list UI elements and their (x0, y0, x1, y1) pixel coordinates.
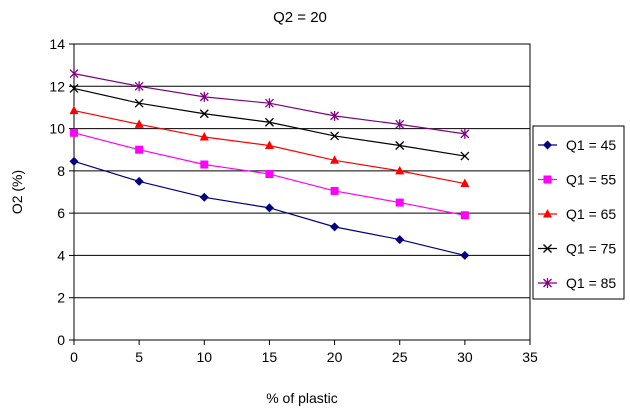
legend-label: Q1 = 85 (566, 275, 616, 291)
legend-marker (543, 209, 552, 218)
legend-item: Q1 = 75 (538, 241, 616, 257)
gridlines (74, 85, 530, 299)
data-point (134, 98, 144, 108)
series-5 (69, 68, 470, 139)
data-point (330, 222, 340, 232)
y-tick-label: 10 (49, 121, 65, 137)
data-point (460, 151, 470, 161)
series-3 (69, 105, 470, 188)
legend-marker (543, 244, 552, 253)
data-point (69, 156, 79, 166)
data-point (264, 140, 274, 149)
y-axis-label: O2 (%) (9, 170, 25, 214)
series-4 (69, 83, 470, 161)
legend-marker (543, 175, 552, 184)
x-tick-label: 0 (70, 349, 78, 365)
data-point (264, 203, 274, 213)
data-point (70, 128, 78, 137)
data-point (69, 83, 79, 93)
legend-label: Q1 = 55 (566, 172, 616, 188)
data-point (135, 145, 144, 154)
y-tick-label: 14 (49, 36, 65, 52)
x-tick-label: 5 (135, 349, 143, 365)
legend-label: Q1 = 45 (566, 137, 616, 153)
data-point (395, 198, 404, 207)
data-point (134, 119, 144, 128)
data-point (330, 110, 340, 121)
chart-title: Q2 = 20 (273, 9, 327, 26)
data-point (264, 117, 274, 127)
x-tick-label: 35 (522, 349, 538, 365)
legend-label: Q1 = 75 (566, 241, 616, 257)
y-tick-label: 6 (57, 205, 65, 221)
x-axis-ticks: 0 5 10 15 20 25 30 35 (70, 340, 538, 365)
data-point (395, 141, 405, 150)
data-point (69, 68, 79, 79)
data-point (330, 186, 339, 195)
data-point (395, 119, 405, 130)
data-point (395, 235, 405, 245)
y-axis-ticks: 0 2 4 6 8 10 12 14 (49, 36, 74, 348)
series-1 (69, 156, 470, 260)
x-tick-label: 30 (457, 349, 473, 365)
legend-item: Q1 = 65 (538, 206, 616, 222)
y-tick-label: 0 (57, 332, 65, 348)
x-tick-label: 20 (327, 349, 343, 365)
legend-item: Q1 = 55 (538, 172, 616, 188)
legend-item: Q1 = 85 (538, 275, 616, 291)
data-point (330, 155, 340, 164)
legend-label: Q1 = 65 (566, 206, 616, 222)
data-point (460, 128, 470, 139)
plot-area-frame (73, 43, 531, 341)
y-tick-label: 12 (49, 78, 65, 94)
data-point (199, 192, 209, 202)
x-axis-label: % of plastic (266, 390, 338, 406)
data-point (69, 105, 79, 115)
data-point (199, 91, 209, 102)
legend: Q1 = 45 Q1 = 55 Q1 = 65 Q1 = 75 Q1 = 85 (532, 125, 625, 300)
data-point (134, 81, 144, 92)
data-point (199, 109, 209, 119)
data-point (265, 170, 274, 179)
y-tick-label: 4 (57, 247, 65, 263)
data-point (460, 178, 470, 188)
data-point (395, 165, 405, 175)
data-point (330, 131, 340, 141)
data-point (200, 160, 209, 169)
legend-item: Q1 = 45 (538, 137, 616, 153)
x-tick-label: 10 (196, 349, 212, 365)
data-point (134, 176, 144, 186)
x-tick-label: 25 (392, 349, 408, 365)
series-2 (70, 128, 469, 220)
series-layer (69, 68, 470, 260)
legend-marker (543, 140, 552, 150)
data-point (460, 250, 470, 260)
legend-marker (543, 278, 552, 288)
x-tick-label: 15 (262, 349, 278, 365)
y-tick-label: 2 (57, 290, 65, 306)
data-point (199, 132, 209, 141)
y-tick-label: 8 (57, 163, 65, 179)
data-point (264, 98, 274, 109)
data-point (460, 211, 469, 220)
